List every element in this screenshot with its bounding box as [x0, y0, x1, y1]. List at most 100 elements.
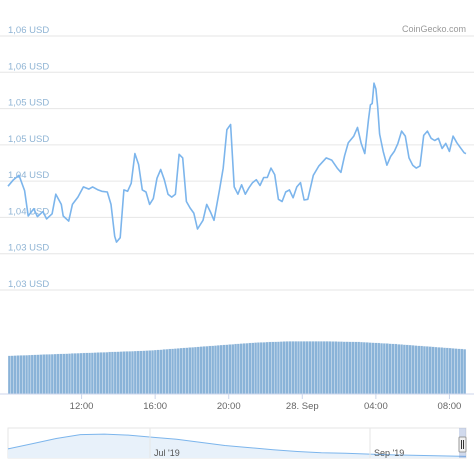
volume-bar	[322, 341, 326, 395]
volume-bar	[440, 347, 444, 395]
x-axis: 12:00 16:00 20:00 28. Sep 04:00 08:00	[0, 393, 474, 412]
volume-bar	[451, 348, 455, 395]
x-tick-label: 08:00	[438, 401, 462, 412]
volume-bar	[156, 349, 160, 395]
volume-bar	[113, 351, 117, 395]
volume-bar	[150, 350, 155, 395]
volume-bar	[316, 341, 321, 395]
coingecko-credit[interactable]: CoinGecko.com	[402, 24, 466, 34]
volume-bar	[233, 343, 238, 395]
volume-bar	[448, 347, 452, 395]
volume-bar	[228, 344, 232, 395]
volume-bar	[122, 351, 126, 395]
volume-bar	[56, 353, 60, 395]
volume-bar	[173, 348, 178, 395]
volume-bar	[22, 355, 26, 395]
volume-bar	[405, 344, 409, 395]
x-tick-label: 20:00	[217, 401, 241, 412]
volume-bar	[294, 341, 298, 395]
price-series	[7, 82, 467, 243]
volume-bar	[308, 341, 312, 395]
volume-bar	[382, 343, 386, 395]
volume-bar	[414, 345, 418, 395]
volume-bar	[219, 344, 223, 395]
volume-bar	[188, 347, 192, 395]
navigator-area	[8, 434, 466, 458]
volume-bar	[411, 345, 415, 395]
volume-bar	[420, 345, 424, 395]
volume-bar	[62, 353, 66, 395]
volume-bar	[211, 345, 215, 395]
volume-bar	[359, 341, 364, 395]
volume-bar	[259, 342, 263, 395]
navigator-label: Jul '19	[154, 448, 180, 458]
volume-bar	[199, 346, 203, 395]
volume-bar	[348, 341, 352, 395]
volume-bar	[148, 350, 152, 395]
volume-bar	[339, 341, 344, 395]
volume-bar	[16, 355, 20, 395]
y-tick-label: 1,05 USD	[8, 98, 49, 109]
volume-bar	[193, 346, 198, 395]
volume-bar	[428, 346, 432, 395]
navigator-handle[interactable]	[458, 436, 467, 453]
y-tick-label: 1,03 USD	[8, 243, 49, 254]
volume-bar	[265, 341, 269, 395]
volume-bar	[105, 351, 109, 395]
volume-series	[7, 341, 467, 395]
volume-bar	[216, 345, 220, 395]
volume-bar	[96, 352, 100, 395]
volume-bar	[185, 347, 189, 395]
volume-bar	[368, 342, 372, 395]
navigator[interactable]: Jul '19 Sep '19	[7, 427, 467, 459]
volume-bar	[354, 341, 358, 395]
volume-bar	[408, 344, 412, 395]
volume-bar	[417, 345, 421, 395]
volume-bar	[27, 354, 32, 395]
y-tick-label: 1,03 USD	[8, 279, 49, 290]
volume-bar	[196, 346, 200, 395]
volume-bar	[168, 348, 172, 395]
y-tick-label: 1,05 USD	[8, 134, 49, 145]
volume-bar	[268, 341, 272, 395]
x-tick-label: 04:00	[364, 401, 388, 412]
volume-bar	[116, 351, 120, 395]
volume-bar	[76, 352, 80, 395]
volume-bar	[425, 346, 429, 395]
volume-bar	[102, 352, 106, 395]
volume-bar	[362, 341, 366, 395]
volume-bar	[42, 354, 46, 395]
volume-bar	[139, 350, 143, 395]
volume-bar	[133, 350, 137, 395]
volume-bar	[285, 341, 289, 395]
volume-bar	[7, 355, 12, 395]
volume-bar	[36, 354, 40, 395]
volume-bar	[171, 348, 175, 395]
volume-bar	[176, 348, 180, 395]
volume-bar	[231, 344, 235, 395]
volume-bar	[385, 343, 389, 395]
volume-bar	[357, 341, 361, 395]
volume-bar	[454, 348, 458, 395]
volume-bar	[242, 343, 246, 395]
y-tick-label: 1,06 USD	[8, 25, 49, 36]
volume-bar	[153, 349, 158, 395]
x-tick-label: 16:00	[143, 401, 167, 412]
volume-bar	[379, 342, 384, 395]
volume-bar	[314, 341, 318, 395]
volume-bar	[457, 348, 461, 395]
volume-bar	[365, 342, 369, 395]
volume-bar	[25, 354, 29, 395]
volume-bar	[142, 350, 146, 395]
volume-bar	[325, 341, 329, 395]
volume-bar	[110, 351, 115, 395]
volume-bar	[311, 341, 315, 395]
y-tick-label: 1,04 USD	[8, 206, 49, 217]
volume-bar	[445, 347, 449, 395]
volume-bar	[85, 352, 89, 395]
volume-bar	[213, 345, 218, 395]
volume-bar	[53, 353, 57, 395]
volume-bar	[73, 353, 77, 395]
volume-bar	[10, 355, 14, 395]
volume-bar	[251, 342, 255, 395]
